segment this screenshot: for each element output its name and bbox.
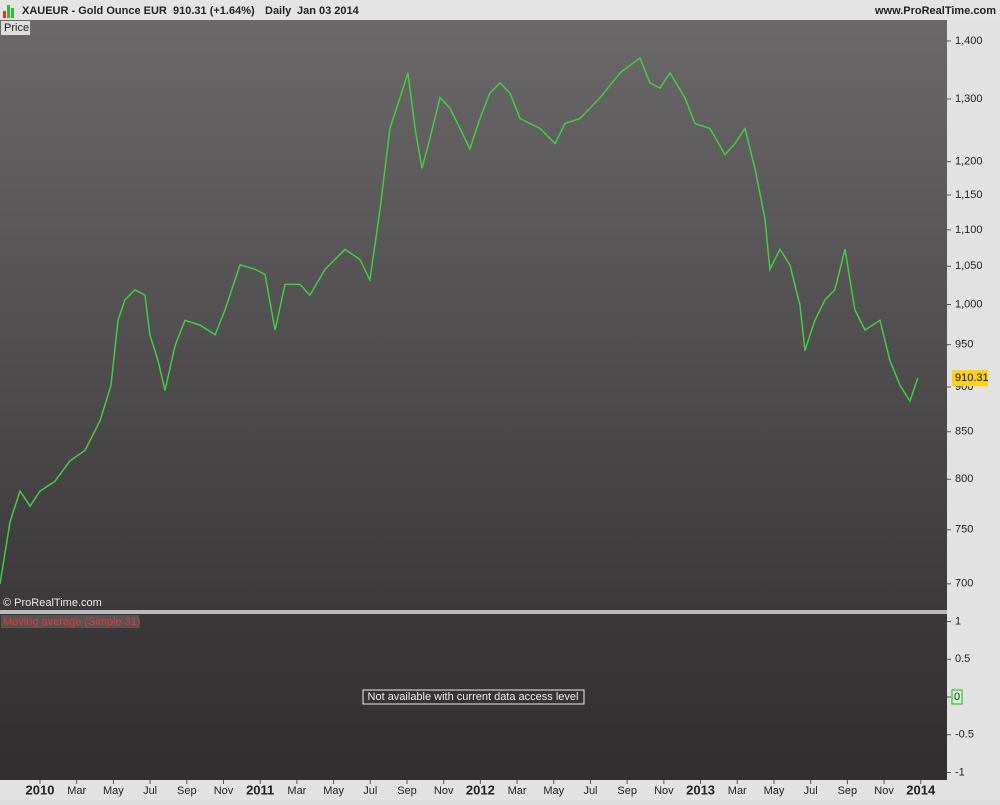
- separator: [0, 610, 947, 614]
- x-tick-label: Mar: [728, 785, 747, 797]
- y-tick-label: 1: [955, 615, 961, 627]
- x-tick-label: Nov: [654, 785, 674, 797]
- y-tick-label: 800: [955, 473, 973, 485]
- x-tick-label: May: [103, 785, 124, 797]
- logo: [7, 5, 10, 18]
- y-tick-label: 700: [955, 578, 973, 590]
- x-tick-label: Sep: [397, 785, 417, 797]
- x-axis: [0, 780, 1000, 800]
- y-tick-label: -0.5: [955, 729, 974, 741]
- logo: [3, 11, 6, 18]
- site: www.ProRealTime.com: [874, 5, 996, 17]
- price-panel: [0, 20, 947, 610]
- y-axis: [947, 20, 1000, 780]
- x-tick-label: Jul: [143, 785, 157, 797]
- x-tick-label: Jul: [363, 785, 377, 797]
- symbol: XAUEUR - Gold Ounce EUR: [22, 5, 167, 17]
- last-price: 910.31: [955, 372, 989, 384]
- date: Jan 03 2014: [297, 5, 360, 17]
- y-tick-label: 850: [955, 426, 973, 438]
- watermark: © ProRealTime.com: [3, 597, 102, 609]
- x-tick-label: Nov: [874, 785, 894, 797]
- x-tick-label: Sep: [838, 785, 858, 797]
- y-tick-label: 950: [955, 339, 973, 351]
- message: Not available with current data access l…: [368, 691, 579, 703]
- panel-label: Price: [4, 22, 29, 34]
- indicator-value: 0: [954, 691, 960, 703]
- x-tick-label: 2013: [686, 782, 715, 797]
- x-tick-label: Jul: [804, 785, 818, 797]
- x-tick-label: May: [323, 785, 344, 797]
- panel-tag: [1, 21, 30, 35]
- y-tick-label: 0.5: [955, 653, 970, 665]
- x-tick-label: Mar: [67, 785, 86, 797]
- y-tick-label: 1,400: [955, 35, 983, 47]
- price-line: [0, 56, 919, 584]
- x-tick-label: 2012: [466, 782, 495, 797]
- x-tick-label: Jul: [583, 785, 597, 797]
- x-tick-label: May: [543, 785, 564, 797]
- x-tick-label: Mar: [287, 785, 306, 797]
- y-tick-label: 1,050: [955, 260, 983, 272]
- y-tick-label: 1,000: [955, 298, 983, 310]
- header-bar: [0, 0, 1000, 20]
- x-tick-label: Mar: [508, 785, 527, 797]
- x-tick-label: Sep: [177, 785, 197, 797]
- indicator-panel: [0, 614, 947, 780]
- last-price-badge: [952, 370, 988, 387]
- period: Daily: [265, 5, 292, 17]
- y-tick-label: 750: [955, 524, 973, 536]
- y-tick-label: -1: [955, 766, 965, 778]
- indicator-label: Moving average (Simple 31): [3, 616, 141, 628]
- indicator-badge: [951, 689, 963, 705]
- x-tick-label: Sep: [617, 785, 637, 797]
- y-tick-label: 1,150: [955, 189, 983, 201]
- x-tick-label: 2010: [26, 782, 55, 797]
- x-tick-label: 2014: [906, 782, 936, 797]
- indicator-tag: [1, 615, 139, 628]
- y-tick-label: 1,300: [955, 93, 983, 105]
- y-tick-label: 1,100: [955, 224, 983, 236]
- message-box: [362, 689, 585, 705]
- y-tick-label: 1,200: [955, 156, 983, 168]
- x-tick-label: Nov: [434, 785, 454, 797]
- quote: 910.31 (+1.64%): [173, 5, 255, 17]
- logo: [11, 8, 14, 18]
- x-tick-label: 2011: [246, 782, 274, 797]
- x-tick-label: Nov: [214, 785, 234, 797]
- x-tick-label: May: [764, 785, 785, 797]
